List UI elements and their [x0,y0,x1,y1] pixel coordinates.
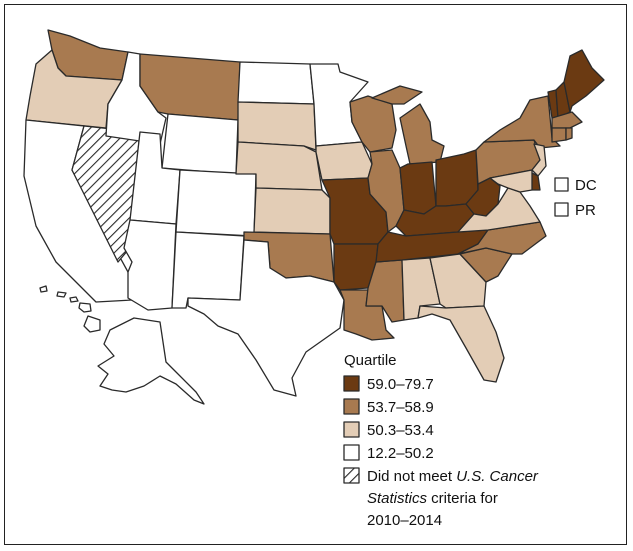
state-florida [417,305,505,383]
state-connecticut [551,127,567,143]
pr-box [554,202,569,217]
legend-hatched-line3: 2010–2014 [367,512,442,529]
state-texas [187,239,345,397]
legend-swatch-q3 [343,421,360,438]
dc-box [554,177,569,192]
state-north-dakota [237,61,315,105]
state-rhode-island [565,127,573,141]
state-hawaii-4 [78,302,92,313]
legend-swatch-q2 [343,398,360,415]
legend-swatch-hatched [343,467,360,484]
state-maryland [489,169,533,193]
legend-swatch-q4 [343,444,360,461]
state-arizona [123,219,177,311]
state-alaska [97,317,205,405]
state-colorado [175,169,257,237]
legend: Quartile 59.0–79.7 53.7–58.9 50.3–53.4 1… [343,352,539,529]
state-new-york [483,95,561,149]
state-hawaii-1 [39,285,48,293]
legend-label-q3: 50.3–53.4 [367,422,434,439]
state-kansas [253,187,331,235]
state-indiana [399,161,437,215]
state-massachusetts [551,111,583,129]
state-south-dakota [237,101,317,151]
inset-boxes: DC PR [554,177,597,219]
legend-swatch-q1 [343,375,360,392]
dc-label: DC [575,177,597,194]
state-michigan [371,85,445,165]
us-states-map [23,29,605,405]
legend-hatched-line2: Statistics criteria for [367,490,498,507]
state-hawaii-2 [56,291,67,298]
state-north-carolina [457,221,547,255]
pr-label: PR [575,202,596,219]
state-virginia [457,187,541,233]
state-hawaii-5 [83,315,101,333]
legend-label-q1: 59.0–79.7 [367,376,434,393]
state-hawaii-3 [69,296,79,303]
state-wyoming [161,113,239,175]
legend-hatched-line1: Did not meet U.S. Cancer [367,468,539,485]
state-maine [563,49,605,113]
state-iowa [315,141,373,181]
legend-title: Quartile [344,352,397,369]
state-new-mexico [171,231,245,309]
legend-label-q4: 12.2–50.2 [367,445,434,462]
state-hawaii-group [39,285,101,333]
legend-label-q2: 53.7–58.9 [367,399,434,416]
